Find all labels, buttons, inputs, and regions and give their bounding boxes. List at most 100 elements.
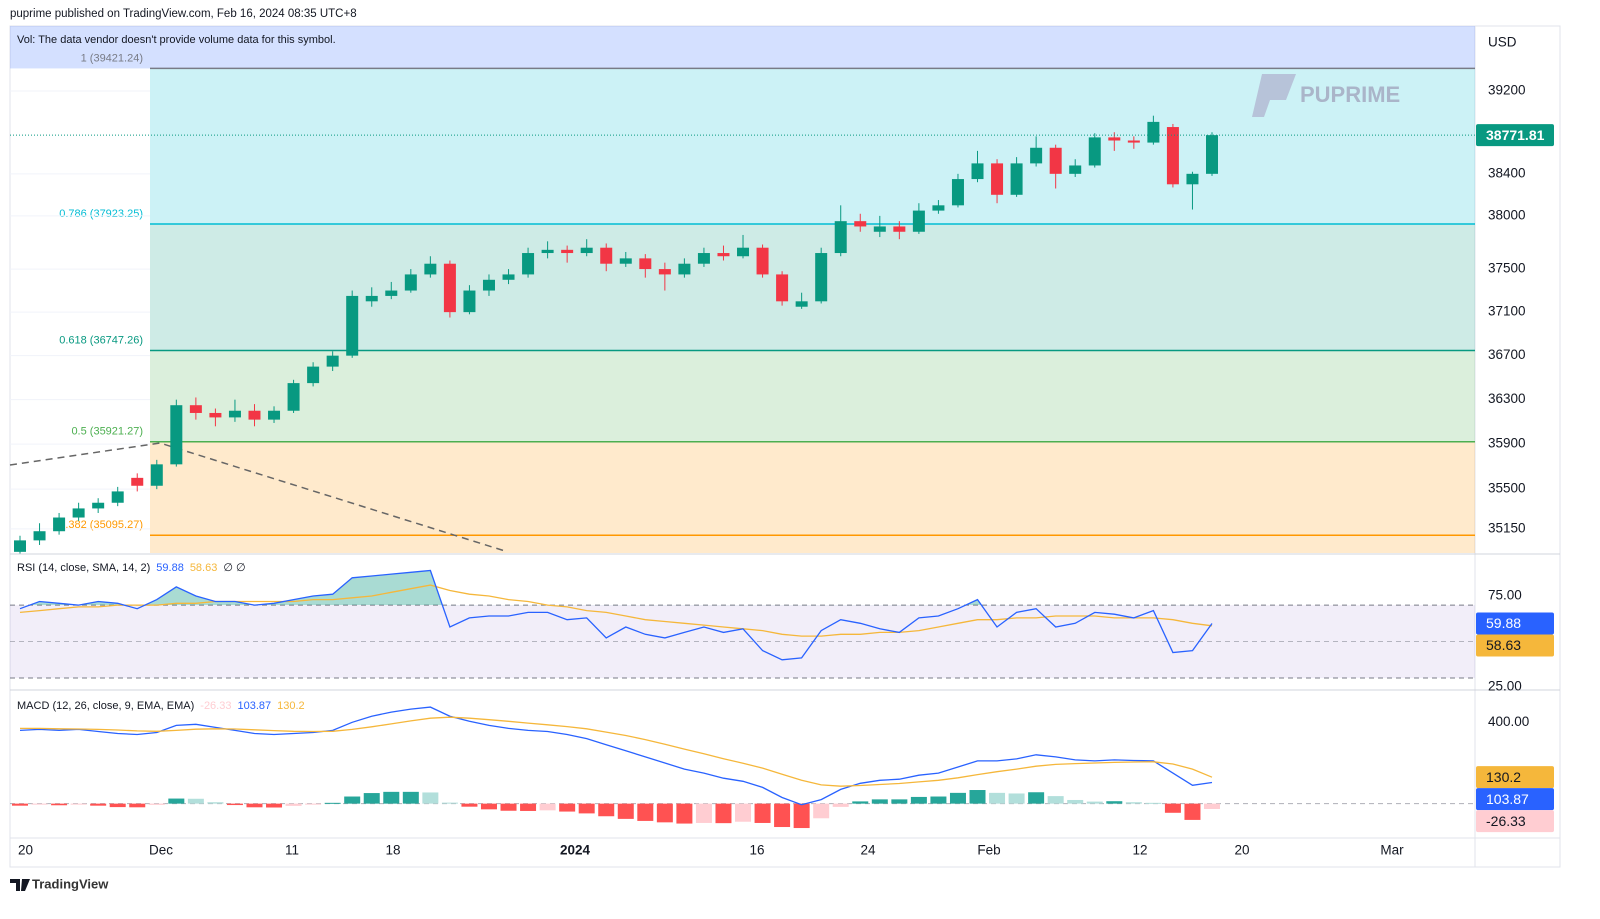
- candle-body: [1166, 127, 1179, 185]
- trend-line: [9, 442, 506, 552]
- histogram-bar: [891, 799, 908, 804]
- x-tick-label: 11: [285, 843, 299, 858]
- candle-body: [1186, 173, 1199, 185]
- candle-body: [873, 226, 886, 232]
- histogram-bar: [148, 803, 165, 805]
- histogram-bar: [1164, 803, 1181, 813]
- candle-body: [209, 412, 222, 418]
- candle-body: [443, 263, 456, 313]
- candle-body: [307, 366, 320, 384]
- volume-notice: Vol: The data vendor doesn't provide vol…: [17, 34, 336, 46]
- histogram-bar: [480, 803, 497, 810]
- histogram-bar: [598, 803, 615, 817]
- y-tick-label: 75.00: [1488, 588, 1522, 603]
- x-tick-label: 16: [749, 843, 764, 858]
- macd-legend-value: 130.2: [277, 700, 305, 712]
- candle-body: [815, 253, 828, 302]
- histogram-bar: [51, 803, 68, 806]
- rsi-overbought-fill: [20, 570, 1212, 606]
- histogram-bar: [793, 803, 810, 829]
- fib-label: 0.786 (37923.25): [59, 208, 143, 220]
- x-tick-label: 12: [1132, 843, 1147, 858]
- fib-label: 0.382 (35095.27): [59, 519, 143, 531]
- candle-body: [53, 517, 66, 532]
- histogram-bar: [1106, 801, 1123, 804]
- histogram-bar: [989, 792, 1006, 804]
- histogram-bar: [1204, 803, 1220, 809]
- candle-body: [268, 410, 281, 420]
- candle-body: [248, 410, 261, 420]
- fib-label: 0.618 (36747.26): [59, 334, 143, 346]
- plot-frame: [9, 25, 1561, 868]
- histogram-bar: [852, 801, 869, 804]
- fib-zone: [150, 223, 1475, 351]
- histogram-bar: [656, 803, 673, 823]
- candle-body: [580, 247, 593, 254]
- histogram-bar: [31, 803, 48, 805]
- macd-line: [19, 706, 1213, 806]
- macd-line: [20, 716, 1213, 787]
- histogram-bar: [129, 803, 146, 808]
- histogram-bar: [949, 792, 966, 804]
- histogram-bar: [1184, 803, 1201, 820]
- watermark: PUPRIME: [1300, 82, 1400, 107]
- candle-body: [1010, 163, 1023, 195]
- value-badge: [1476, 810, 1554, 833]
- histogram-bar: [774, 803, 791, 828]
- fib-zone: [150, 441, 1475, 536]
- y-tick-label: 35150: [1488, 520, 1526, 535]
- histogram-bar: [441, 802, 458, 804]
- fib-zone: [150, 535, 1475, 553]
- candle-body: [658, 269, 671, 275]
- rsi-legend-value: 59.88: [156, 562, 184, 574]
- rsi-title-text: RSI (14, close, SMA, 14, 2): [17, 562, 150, 574]
- histogram-bar: [715, 803, 732, 824]
- histogram-bar: [305, 803, 322, 805]
- candle-body: [893, 226, 906, 232]
- histogram-bar: [226, 803, 243, 806]
- fib-zone: [150, 68, 1475, 224]
- y-tick-label: 37500: [1488, 261, 1526, 276]
- value-badge-label: 59.88: [1486, 615, 1521, 631]
- rsi-title: RSI (14, close, SMA, 14, 2) 59.88 58.63 ∅ ∅: [17, 562, 246, 574]
- histogram-bar: [871, 799, 888, 804]
- candle-body: [854, 221, 867, 227]
- histogram-bar: [1008, 793, 1025, 804]
- candle-body: [385, 290, 398, 296]
- value-badge: [1476, 634, 1554, 657]
- value-badge: [1476, 788, 1554, 811]
- y-tick-label: 37100: [1488, 304, 1526, 319]
- histogram-bar: [363, 793, 380, 804]
- candle-body: [1049, 147, 1062, 174]
- y-tick-label: 35900: [1488, 436, 1526, 451]
- histogram-bar: [70, 803, 87, 805]
- histogram-bar: [637, 803, 654, 821]
- candle-body: [150, 464, 163, 486]
- x-tick-label: 24: [860, 843, 876, 858]
- value-badge-label: 58.63: [1486, 637, 1521, 653]
- histogram-bar: [246, 803, 263, 808]
- candle-body: [365, 295, 378, 302]
- upper-zone: [10, 26, 1475, 69]
- fib-label: 1 (39421.24): [81, 52, 143, 64]
- candle-body: [92, 502, 105, 509]
- histogram-bar: [422, 792, 439, 804]
- histogram-bar: [930, 796, 947, 804]
- candle-body: [72, 508, 85, 518]
- candle-body: [991, 163, 1004, 195]
- candle-body: [737, 247, 750, 257]
- candle-body: [111, 491, 124, 503]
- candle-body: [326, 355, 339, 367]
- macd-title: MACD (12, 26, close, 9, EMA, EMA) -26.33 1…: [17, 700, 305, 712]
- histogram-bar: [109, 803, 126, 808]
- histogram-bar: [207, 802, 224, 804]
- histogram-bar: [344, 796, 361, 804]
- histogram-bar: [578, 803, 595, 814]
- histogram-bar: [187, 798, 204, 804]
- candle-body: [639, 258, 652, 270]
- y-tick-label: 38400: [1488, 165, 1526, 180]
- candle-body: [189, 405, 202, 413]
- x-tick-label: 20: [1234, 843, 1249, 858]
- x-tick-label: 2024: [560, 843, 591, 858]
